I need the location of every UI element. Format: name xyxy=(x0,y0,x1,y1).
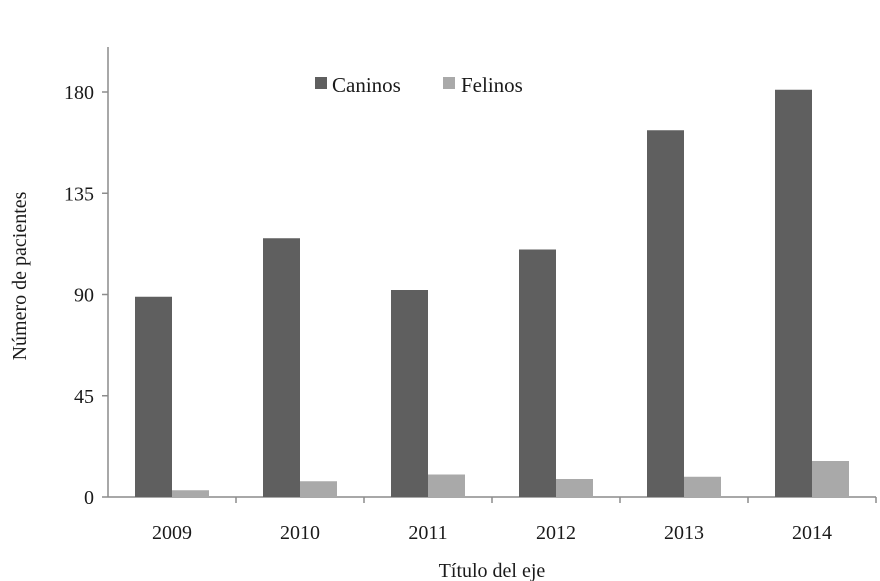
bar-caninos-2012 xyxy=(519,249,556,497)
bar-felinos-2011 xyxy=(428,474,465,497)
bar-felinos-2014 xyxy=(812,461,849,497)
y-tick-label: 180 xyxy=(64,82,94,104)
bars xyxy=(135,89,849,497)
bar-felinos-2013 xyxy=(684,476,721,497)
bar-felinos-2009 xyxy=(172,490,209,497)
y-tick-label: 0 xyxy=(84,487,94,509)
y-axis-ticks: 0 45 90 135 180 xyxy=(64,82,108,509)
plot-area xyxy=(107,47,876,498)
bar-caninos-2009 xyxy=(135,296,172,497)
bar-caninos-2013 xyxy=(647,130,684,497)
x-axis-title: Título del eje xyxy=(439,560,546,581)
y-tick-label: 90 xyxy=(74,285,94,307)
y-tick-label: 45 xyxy=(74,386,94,408)
legend-swatch-caninos xyxy=(315,77,327,89)
x-tick-label: 2010 xyxy=(280,522,320,544)
x-tick-label: 2013 xyxy=(664,522,704,544)
legend-label-felinos: Felinos xyxy=(461,73,523,97)
x-axis-ticks: 2009 2010 2011 2012 2013 2014 xyxy=(152,497,877,544)
legend-swatch-felinos xyxy=(443,77,455,89)
bar-caninos-2014 xyxy=(775,89,812,497)
x-tick-label: 2011 xyxy=(408,522,447,544)
bar-caninos-2010 xyxy=(263,238,300,497)
bar-caninos-2011 xyxy=(391,290,428,497)
legend-label-caninos: Caninos xyxy=(332,73,401,97)
bar-felinos-2010 xyxy=(300,481,337,497)
y-tick-label: 135 xyxy=(64,183,94,205)
legend: Caninos Felinos xyxy=(315,73,523,97)
bar-felinos-2012 xyxy=(556,479,593,497)
x-tick-label: 2012 xyxy=(536,522,576,544)
y-axis-title: Número de pacientes xyxy=(9,191,31,360)
x-tick-label: 2014 xyxy=(792,522,832,544)
x-tick-label: 2009 xyxy=(152,522,192,544)
